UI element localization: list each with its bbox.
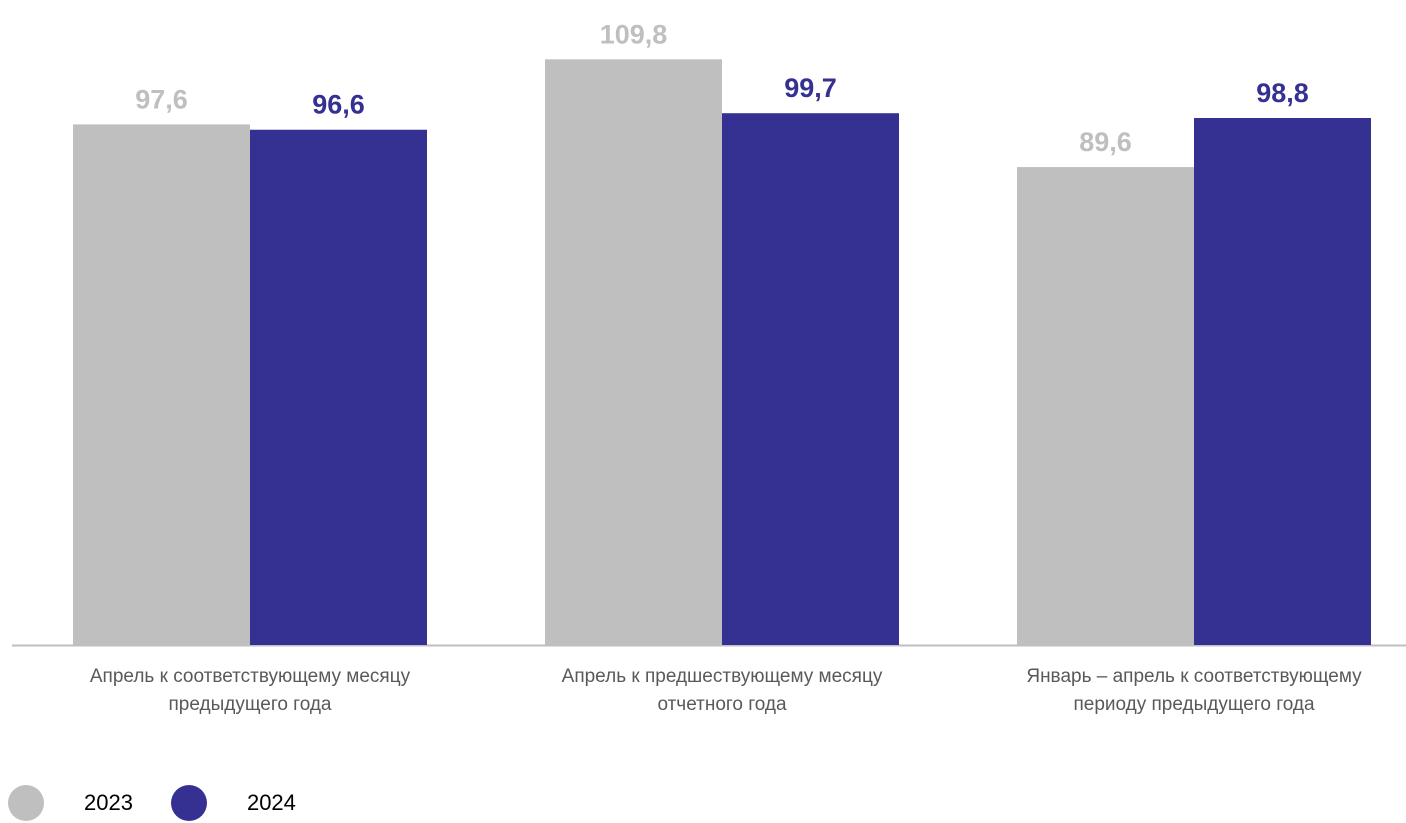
category-label-3: Январь – апрель к соответствующему период… <box>1026 666 1362 715</box>
data-label-2023-2: 109,8 <box>600 19 668 49</box>
data-label-2023-1: 97,6 <box>135 84 188 114</box>
category-label-1: Апрель к соответствующему месяцу предыдущ… <box>90 666 411 715</box>
bar-2024-3 <box>1194 118 1371 646</box>
bar-2023-3 <box>1017 167 1194 646</box>
bar-2023-2 <box>545 59 722 646</box>
legend-label-2024: 2024 <box>246 790 296 815</box>
legend-item-2023: 2023 <box>8 785 133 821</box>
bar-2023-1 <box>73 124 250 645</box>
legend-swatch-2024 <box>170 785 207 821</box>
data-label-2024-2: 99,7 <box>784 73 837 103</box>
data-label-2023-3: 89,6 <box>1079 127 1132 157</box>
bar-2024-2 <box>722 113 899 646</box>
legend-swatch-2023 <box>8 785 44 821</box>
data-label-2024-1: 96,6 <box>312 90 365 120</box>
data-label-2024-3: 98,8 <box>1256 78 1309 108</box>
legend-item-2024: 2024 <box>170 785 296 821</box>
bar-2024-1 <box>250 129 427 645</box>
legend: 2023 2024 <box>8 783 334 823</box>
legend-label-2023: 2023 <box>84 790 133 815</box>
category-label-2: Апрель к предшествующему месяцу отчетного… <box>562 666 883 715</box>
